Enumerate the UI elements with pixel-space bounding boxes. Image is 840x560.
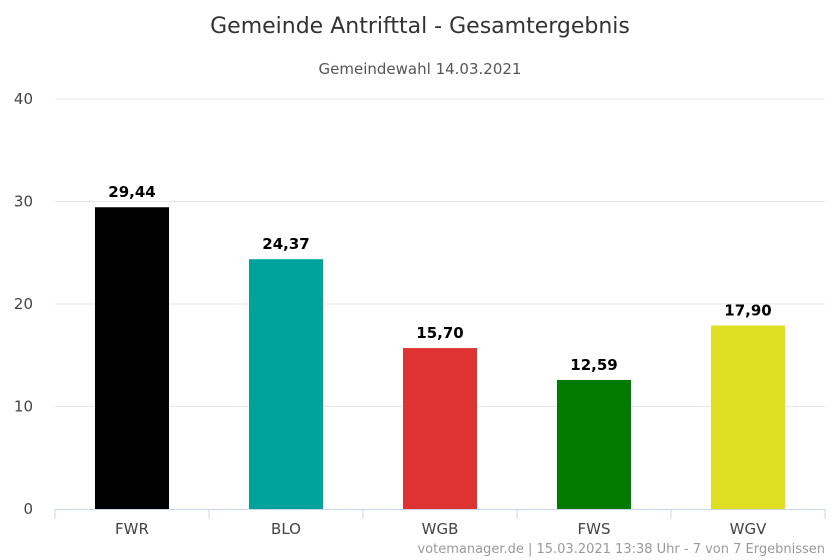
y-tick-label: 20	[14, 295, 33, 313]
y-tick-label: 30	[14, 193, 33, 211]
y-tick-label: 40	[14, 90, 33, 108]
y-tick-label: 0	[23, 500, 33, 518]
data-label: 15,70	[416, 324, 463, 342]
x-category-label: WGV	[730, 520, 767, 538]
x-category-label: WGB	[422, 520, 459, 538]
bar-wgv[interactable]	[711, 325, 785, 509]
bar-blo[interactable]	[249, 259, 323, 509]
bar-fws[interactable]	[557, 379, 631, 509]
data-label: 12,59	[570, 356, 617, 374]
bar-fwr[interactable]	[95, 207, 169, 510]
y-axis: 0 10 20 30 40	[14, 90, 33, 518]
x-category-label: FWS	[578, 520, 611, 538]
x-category-label: FWR	[115, 520, 149, 538]
x-category-label: BLO	[271, 520, 301, 538]
chart-title: Gemeinde Antrifttal - Gesamtergebnis	[210, 14, 630, 39]
data-label: 24,37	[262, 235, 309, 253]
data-label: 29,44	[108, 183, 155, 201]
bars: 29,44 24,37 15,70 12,59 17,90	[95, 183, 785, 510]
data-label: 17,90	[724, 302, 771, 320]
chart-subtitle: Gemeindewahl 14.03.2021	[319, 60, 522, 78]
x-axis: FWR BLO WGB FWS WGV	[54, 509, 826, 538]
credits-text[interactable]: votemanager.de | 15.03.2021 13:38 Uhr - …	[417, 542, 825, 557]
bar-wgb[interactable]	[403, 348, 477, 509]
y-tick-label: 10	[14, 398, 33, 416]
